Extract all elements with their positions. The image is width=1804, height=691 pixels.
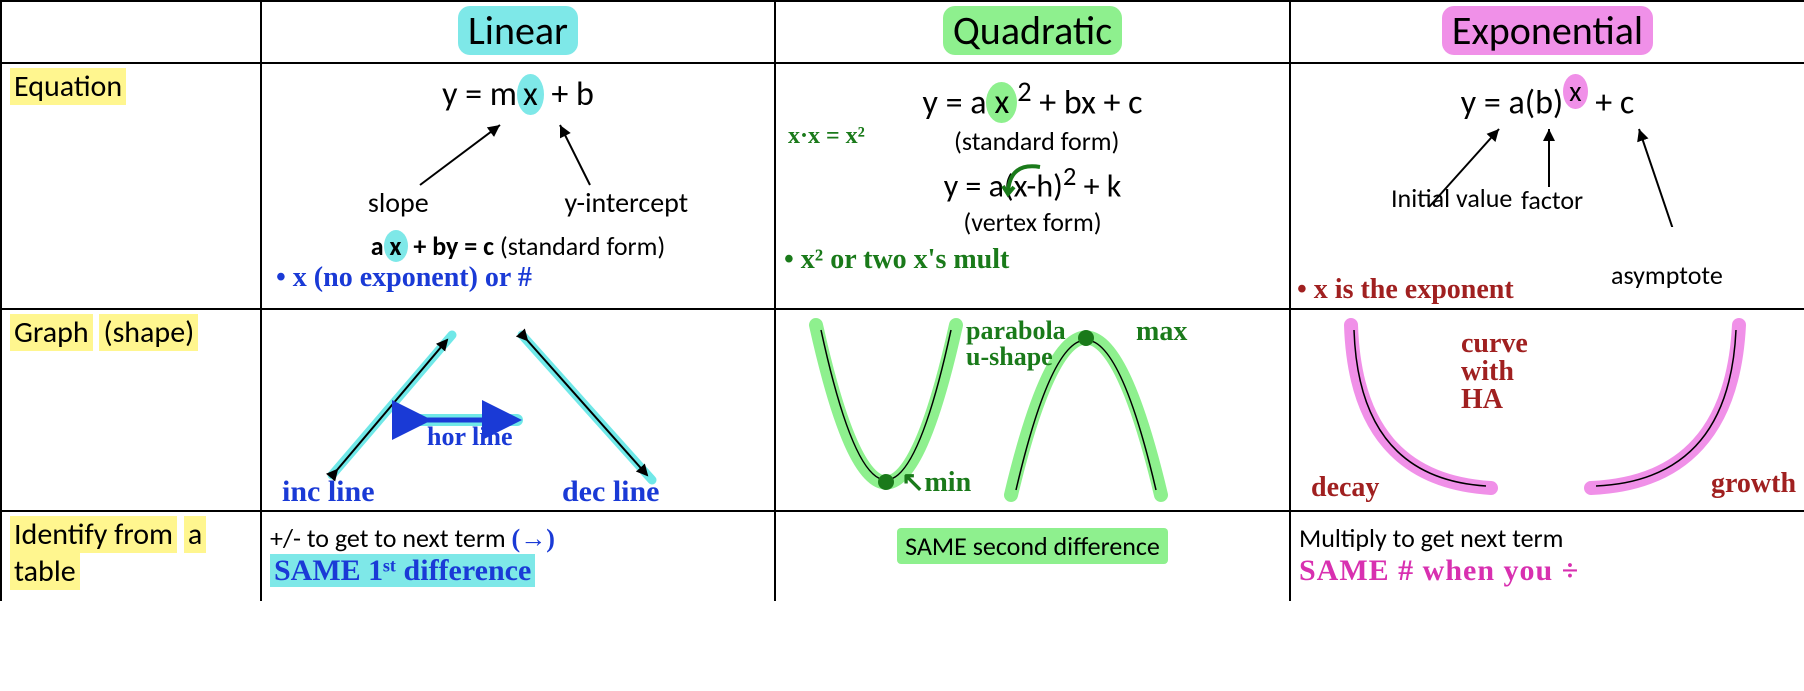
exponential-identify-hand: SAME # when you ÷ <box>1299 554 1796 588</box>
exponential-growth-label: growth <box>1711 468 1796 500</box>
header-quadratic-text: Quadratic <box>943 6 1122 55</box>
header-row: Linear Quadratic Exponential <box>1 1 1804 63</box>
linear-dec-label: dec line <box>562 475 660 509</box>
quadratic-graph-cell: parabolau-shape max ↖min <box>775 309 1290 511</box>
header-linear-text: Linear <box>458 6 578 55</box>
exponential-hand-note: • x is the exponent <box>1297 274 1514 306</box>
linear-hor-label: hor line <box>427 425 512 448</box>
exponential-identify-cell: Multiply to get next term SAME # when yo… <box>1290 511 1804 601</box>
rowlabel-identify: Identify from atable <box>1 511 261 601</box>
quadratic-hand-side: x·x = x² <box>788 123 865 150</box>
exponential-equation-cell: y = a(b)x + c Initial value factor asymp… <box>1290 63 1804 309</box>
exponential-curve-label: curve with HA <box>1461 330 1528 414</box>
header-quadratic: Quadratic <box>775 1 1290 63</box>
quadratic-parabola-label: parabolau-shape <box>966 318 1066 370</box>
linear-hand-note: • x (no exponent) or # <box>276 262 766 294</box>
header-linear: Linear <box>261 1 775 63</box>
linear-eq-main: y = mx + b <box>270 74 766 115</box>
linear-identify-typed: +/- to get to next term <box>270 522 506 554</box>
linear-identify-cell: +/- to get to next term (→) SAME 1ˢᵗ dif… <box>261 511 775 601</box>
quadratic-equation-cell: y = ax2 + bx + c x·x = x² (standard form… <box>775 63 1290 309</box>
quadratic-vertex-label: (vertex form) <box>784 206 1281 238</box>
quadratic-hand-note: • x² or two x's mult <box>784 244 1281 276</box>
exponential-eq-main: y = a(b)x + c <box>1299 74 1796 123</box>
quadratic-max-label: max <box>1136 316 1187 348</box>
linear-graph-cell: hor line inc line dec line <box>261 309 775 511</box>
linear-yint-label: y-intercept <box>564 185 688 220</box>
linear-inc-label: inc line <box>282 475 375 509</box>
quadratic-identify-typed: SAME second difference <box>897 528 1168 564</box>
identify-row: Identify from atable +/- to get to next … <box>1 511 1804 601</box>
quadratic-vertex-form: y = a(x-h)2 + k <box>784 161 1281 206</box>
exponential-graph-cell: curve with HA decay growth <box>1290 309 1804 511</box>
linear-standard-form: ax + by = c (standard form) <box>270 230 766 262</box>
quadratic-std-label: (standard form) <box>954 125 1119 157</box>
exponential-asymptote-label: asymptote <box>1611 259 1723 291</box>
linear-slope-label: slope <box>368 185 429 220</box>
exponential-identify-typed: Multiply to get next term <box>1299 522 1796 554</box>
header-blank <box>1 1 261 63</box>
graph-row: Graph (shape) hor line inc line <box>1 309 1804 511</box>
quadratic-identify-cell: SAME second difference <box>775 511 1290 601</box>
function-comparison-table: Linear Quadratic Exponential Equation y … <box>0 0 1804 601</box>
exponential-initial-label: Initial value <box>1391 184 1512 213</box>
quadratic-eq-main: y = ax2 + bx + c <box>784 74 1281 123</box>
equation-row: Equation y = mx + b slope y-intercept ax… <box>1 63 1804 309</box>
linear-identify-hand: SAME 1ˢᵗ difference <box>270 554 535 587</box>
header-exponential: Exponential <box>1290 1 1804 63</box>
quadratic-xh-arrow-icon <box>1000 162 1060 202</box>
rowlabel-graph: Graph (shape) <box>1 309 261 511</box>
linear-equation-cell: y = mx + b slope y-intercept ax + by = c… <box>261 63 775 309</box>
quadratic-min-label: ↖min <box>901 465 971 499</box>
header-exponential-text: Exponential <box>1442 6 1653 55</box>
rowlabel-equation: Equation <box>1 63 261 309</box>
exponential-decay-label: decay <box>1311 472 1379 504</box>
exponential-factor-label: factor <box>1521 184 1583 216</box>
